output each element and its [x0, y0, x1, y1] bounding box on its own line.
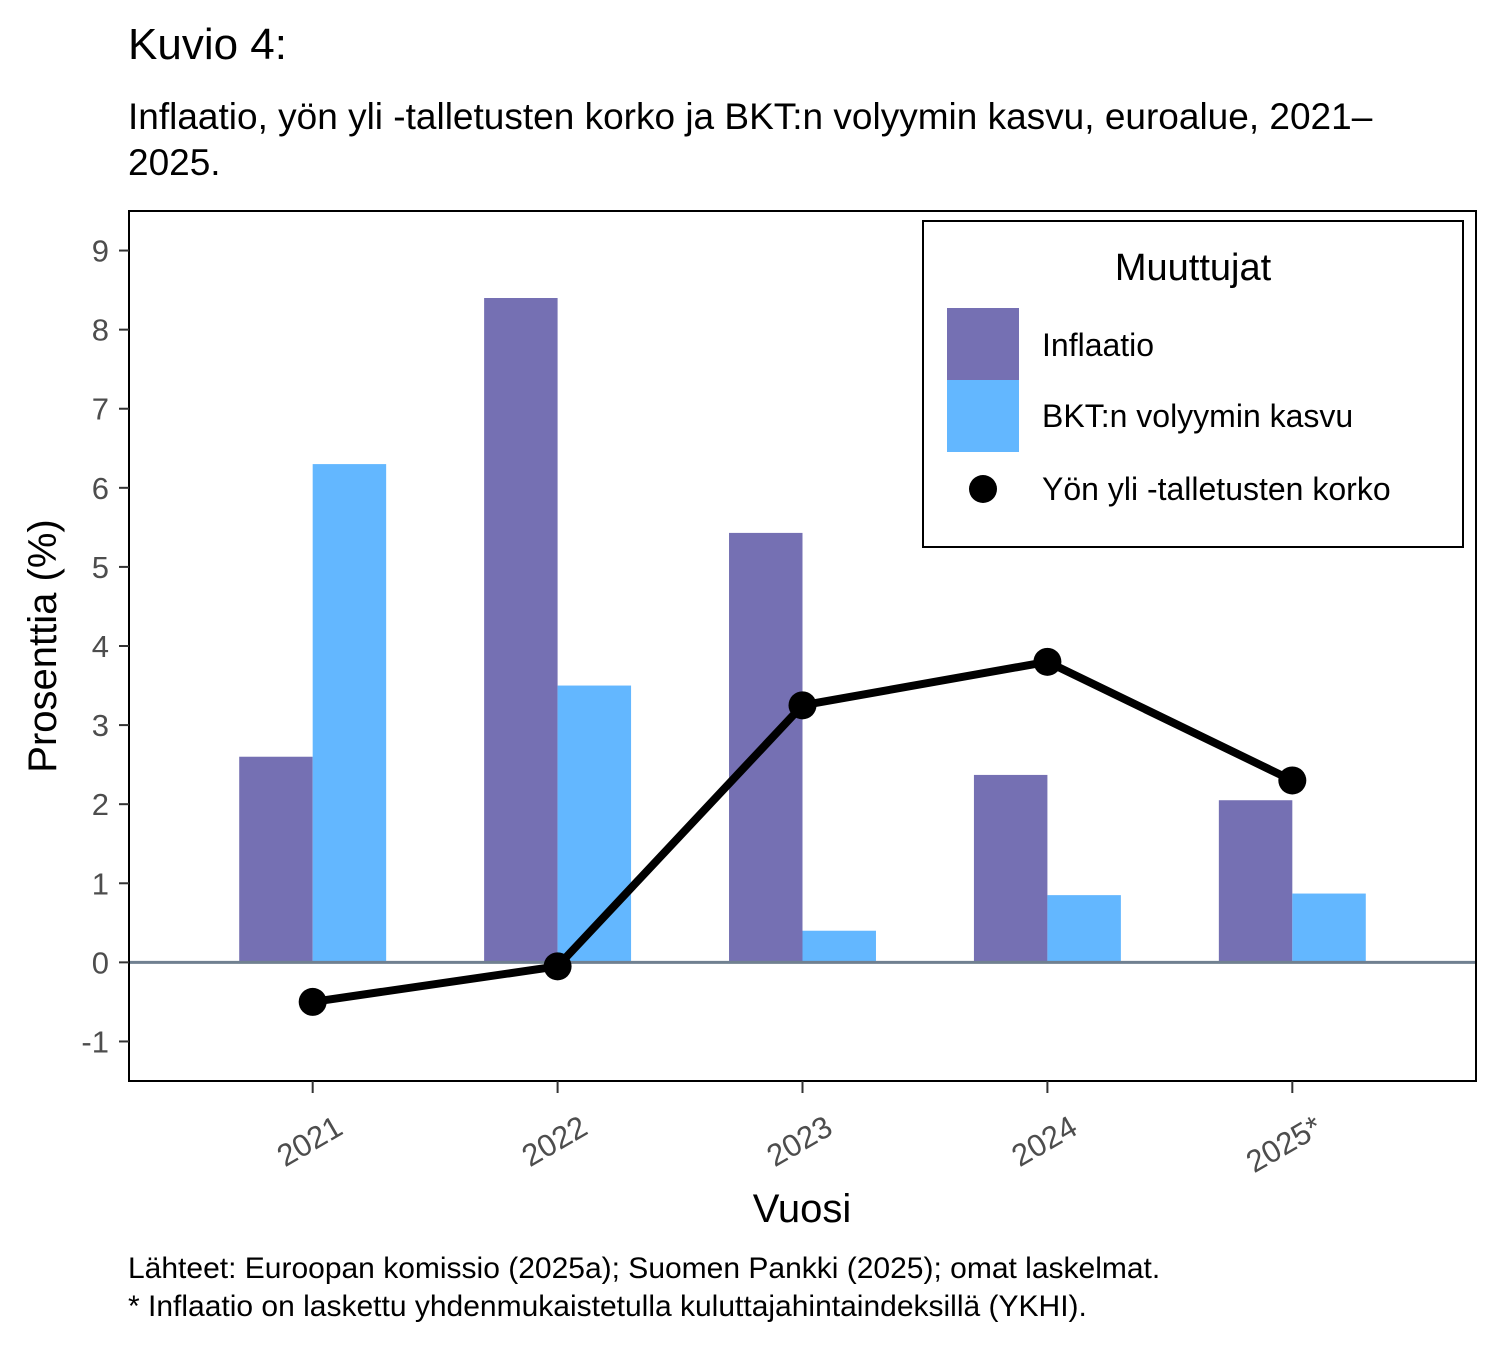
y-tick-label: 7 [92, 392, 109, 427]
y-tick-label: 5 [92, 550, 109, 585]
bars-layer [239, 298, 1366, 963]
source-caption: Lähteet: Euroopan komissio (2025a); Suom… [128, 1250, 1160, 1326]
y-tick-label: 1 [92, 866, 109, 901]
bar-bkt-2022 [557, 685, 632, 963]
bar-bkt-2021 [312, 464, 387, 963]
y-axis: -1 0 1 2 3 4 5 6 7 8 9 [81, 234, 129, 1059]
footnote-line: * Inflaatio on laskettu yhdenmukaistetul… [128, 1290, 1087, 1323]
y-tick-label: 3 [92, 708, 109, 743]
x-tick-label: 2025* [1240, 1109, 1328, 1180]
y-tick-label: 9 [92, 234, 109, 269]
legend-swatch-korko [969, 475, 997, 503]
y-tick-label: 6 [92, 471, 109, 506]
bar-inflaatio-2024 [973, 774, 1048, 963]
korko-point-2022 [543, 952, 572, 981]
bar-bkt-2024 [1047, 895, 1121, 963]
source-line: Lähteet: Euroopan komissio (2025a); Suom… [128, 1252, 1161, 1285]
y-tick-label: -1 [81, 1024, 109, 1059]
korko-point-2024 [1033, 647, 1062, 676]
korko-point-2023 [788, 691, 817, 720]
chart-title: Kuvio 4: [128, 20, 287, 69]
line-layer [298, 647, 1307, 1016]
bar-inflaatio-2021 [239, 756, 313, 963]
y-axis-label: Prosenttia (%) [21, 519, 65, 772]
y-tick-label: 0 [92, 945, 109, 980]
x-axis: 2021 2022 2023 2024 2025* [271, 1081, 1328, 1180]
legend-swatch-inflaatio [947, 308, 1019, 380]
legend-swatch-bkt [947, 380, 1019, 452]
y-tick-label: 2 [92, 787, 109, 822]
bar-inflaatio-2022 [484, 298, 558, 963]
bar-bkt-2025* [1292, 893, 1366, 963]
legend-label-inflaatio: Inflaatio [1042, 327, 1154, 363]
bar-bkt-2023 [802, 930, 876, 963]
x-tick-label: 2021 [271, 1109, 348, 1174]
x-axis-label: Vuosi [753, 1187, 852, 1231]
x-tick-label: 2022 [516, 1109, 593, 1174]
bar-inflaatio-2025* [1218, 800, 1293, 963]
y-tick-label: 8 [92, 313, 109, 348]
legend-title: Muuttujat [1115, 247, 1272, 289]
legend-label-korko: Yön yli -talletusten korko [1042, 471, 1391, 507]
korko-point-2021 [298, 987, 327, 1016]
legend-label-bkt: BKT:n volyymin kasvu [1042, 398, 1353, 434]
legend: Muuttujat Inflaatio BKT:n volyymin kasvu… [922, 220, 1464, 548]
chart-subtitle: Inflaatio, yön yli -talletusten korko ja… [128, 96, 1373, 183]
korko-point-2025* [1278, 766, 1307, 795]
x-tick-label: 2024 [1006, 1109, 1083, 1174]
y-tick-label: 4 [92, 629, 109, 664]
x-tick-label: 2023 [761, 1109, 838, 1174]
